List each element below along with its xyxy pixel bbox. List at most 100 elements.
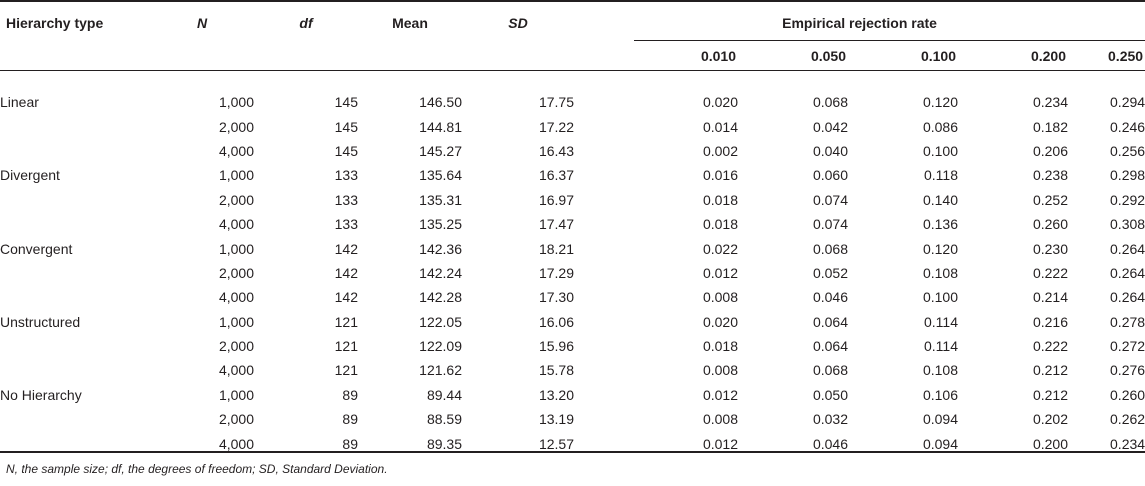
df-cell: 145: [334, 94, 358, 111]
header-alpha-4: 0.250: [1108, 48, 1144, 64]
header-rule: [0, 70, 1145, 71]
table-row: 4,000 145 145.27 16.43 0.002 0.040 0.100 0.206 0…: [0, 139, 1145, 163]
n-cell: 2,000: [218, 338, 254, 355]
header-row-1: Hierarchy type N df Mean SD Empirical re…: [0, 0, 1145, 41]
hierarchy-type-cell: [0, 358, 150, 382]
rejection-rate-cell: 0.052: [812, 264, 848, 281]
sd-cell: 17.47: [538, 216, 574, 233]
rejection-rate-cell: 0.206: [1032, 142, 1068, 159]
column-gap: [574, 212, 628, 236]
rejection-rate-cell: 0.086: [922, 118, 958, 135]
column-gap: [574, 261, 628, 285]
rejection-rate-cell: 0.046: [812, 289, 848, 306]
rejection-rate-cell: 0.276: [1110, 362, 1145, 379]
rejection-rate-span-rule: [634, 40, 1145, 41]
rejection-rate-cell: 0.212: [1032, 362, 1068, 379]
rejection-rate-cell: 0.068: [812, 362, 848, 379]
header-mean: Mean: [392, 14, 428, 31]
rejection-rate-cell: 0.264: [1110, 289, 1145, 306]
hierarchy-type-cell: Linear: [0, 94, 39, 111]
rejection-rate-cell: 0.298: [1110, 167, 1145, 184]
rejection-rate-cell: 0.022: [702, 240, 738, 257]
rejection-rate-cell: 0.272: [1110, 338, 1145, 355]
hierarchy-type-cell: Unstructured: [0, 313, 81, 330]
table-row: 2,000 121 122.09 15.96 0.018 0.064 0.114 0.222 0…: [0, 334, 1145, 358]
table-row: 2,000 145 144.81 17.22 0.014 0.042 0.086 0.182 0…: [0, 114, 1145, 138]
table-row: Linear 1,000 145 146.50 17.75 0.020 0.068 0.120…: [0, 90, 1145, 114]
table-row: Divergent 1,000 133 135.64 16.37 0.016 0.060 0.…: [0, 163, 1145, 187]
rejection-rate-cell: 0.020: [702, 313, 738, 330]
rejection-rate-cell: 0.046: [812, 435, 848, 452]
sd-cell: 13.20: [538, 386, 574, 403]
rejection-rate-cell: 0.294: [1110, 94, 1145, 111]
header-alpha-2: 0.100: [920, 48, 956, 64]
rejection-rate-cell: 0.118: [924, 167, 958, 184]
rejection-rate-cell: 0.094: [922, 411, 958, 428]
n-cell: 2,000: [218, 118, 254, 135]
mean-cell: 142.24: [419, 264, 462, 281]
rejection-rate-cell: 0.260: [1110, 386, 1145, 403]
rejection-rate-cell: 0.264: [1110, 264, 1145, 281]
hierarchy-type-cell: Divergent: [0, 167, 60, 184]
column-gap: [574, 334, 628, 358]
column-gap: [574, 163, 628, 187]
rejection-rate-cell: 0.002: [702, 142, 738, 159]
n-cell: 4,000: [218, 435, 254, 452]
n-cell: 2,000: [218, 411, 254, 428]
mean-cell: 121.62: [419, 362, 462, 379]
rejection-rate-cell: 0.016: [702, 167, 738, 184]
n-cell: 1,000: [218, 167, 254, 184]
mean-cell: 135.64: [419, 167, 462, 184]
table-row: No Hierarchy 1,000 89 89.44 13.20 0.012 0.050 0…: [0, 383, 1145, 407]
rejection-rate-cell: 0.008: [702, 362, 738, 379]
header-n: N: [196, 14, 208, 31]
hierarchy-type-cell: [0, 261, 150, 285]
df-cell: 121: [334, 313, 358, 330]
sd-cell: 16.37: [538, 167, 574, 184]
rejection-rate-cell: 0.108: [922, 362, 958, 379]
rejection-rate-cell: 0.136: [922, 216, 958, 233]
rejection-rate-cell: 0.068: [812, 94, 848, 111]
table-row: 4,000 142 142.28 17.30 0.008 0.046 0.100 0.214 0…: [0, 285, 1145, 309]
sd-cell: 17.30: [538, 289, 574, 306]
table-row: 4,000 121 121.62 15.78 0.008 0.068 0.108 0.212 0…: [0, 358, 1145, 382]
hierarchy-type-cell: Convergent: [0, 240, 73, 257]
df-cell: 142: [334, 289, 358, 306]
column-gap: [574, 236, 628, 260]
mean-cell: 142.36: [419, 240, 462, 257]
rejection-rate-cell: 0.252: [1032, 191, 1068, 208]
sd-cell: 12.57: [538, 435, 574, 452]
rejection-rate-cell: 0.012: [702, 435, 738, 452]
rejection-rate-cell: 0.262: [1110, 411, 1145, 428]
column-gap: [574, 139, 628, 163]
rejection-rate-cell: 0.214: [1032, 289, 1068, 306]
hierarchy-type-cell: [0, 114, 150, 138]
column-gap: [574, 383, 628, 407]
n-cell: 4,000: [218, 216, 254, 233]
df-cell: 89: [342, 435, 358, 452]
rejection-rate-cell: 0.008: [702, 289, 738, 306]
rejection-rate-cell: 0.200: [1032, 435, 1068, 452]
rejection-rate-cell: 0.032: [812, 411, 848, 428]
rejection-rate-cell: 0.182: [1032, 118, 1068, 135]
mean-cell: 144.81: [419, 118, 462, 135]
sd-cell: 18.21: [538, 240, 574, 257]
hierarchy-type-cell: [0, 431, 150, 455]
table-row: 2,000 89 88.59 13.19 0.008 0.032 0.094 0.202 0.2…: [0, 407, 1145, 431]
rejection-rate-cell: 0.108: [922, 264, 958, 281]
df-cell: 145: [334, 142, 358, 159]
mean-cell: 135.31: [419, 191, 462, 208]
sd-cell: 16.06: [538, 313, 574, 330]
header-df: df: [299, 14, 313, 31]
hierarchy-type-cell: [0, 285, 150, 309]
hierarchy-type-cell: No Hierarchy: [0, 386, 82, 403]
header-sd: SD: [508, 14, 528, 31]
column-gap: [574, 114, 628, 138]
rejection-rate-cell: 0.018: [702, 191, 738, 208]
hierarchy-type-cell: [0, 212, 150, 236]
rejection-rate-cell: 0.114: [924, 338, 958, 355]
rejection-rate-cell: 0.050: [812, 386, 848, 403]
n-cell: 1,000: [218, 94, 254, 111]
column-gap: [574, 310, 628, 334]
sd-cell: 13.19: [538, 411, 574, 428]
